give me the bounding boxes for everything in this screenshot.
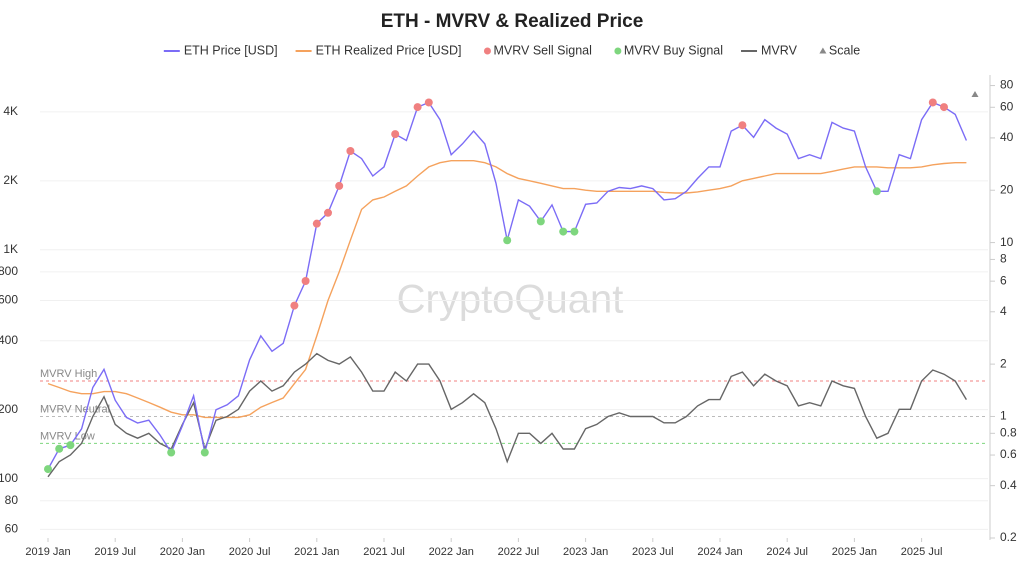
- reference-label: MVRV Low: [40, 430, 95, 442]
- signal-dot: [66, 441, 75, 450]
- signal-dot: [559, 227, 568, 236]
- y2-tick-label: 0.4: [1000, 478, 1017, 492]
- signal-dot: [55, 444, 64, 453]
- x-tick-label: 2023 Jan: [563, 546, 608, 558]
- x-tick-label: 2024 Jan: [697, 546, 742, 558]
- x-tick-label: 2020 Jan: [160, 546, 205, 558]
- legend-label: ETH Price [USD]: [184, 43, 278, 57]
- y-tick-label: 600: [0, 293, 18, 307]
- legend-label: Scale: [829, 43, 860, 57]
- reference-label: MVRV Neutral: [40, 403, 110, 415]
- y2-tick-label: 10: [1000, 235, 1014, 249]
- signal-dot: [167, 448, 176, 457]
- y2-tick-label: 0.8: [1000, 425, 1017, 439]
- signal-dot: [928, 98, 937, 107]
- legend-label: ETH Realized Price [USD]: [316, 43, 462, 57]
- y2-tick-label: 20: [1000, 182, 1014, 196]
- legend-symbol: [819, 47, 827, 54]
- y2-tick-label: 4: [1000, 304, 1007, 318]
- signal-dot: [44, 465, 52, 474]
- y-tick-label: 200: [0, 402, 18, 416]
- y-tick-label: 400: [0, 333, 18, 347]
- reference-label: MVRV High: [40, 368, 97, 380]
- y-tick-label: 2K: [3, 173, 18, 187]
- signal-dot: [940, 103, 948, 112]
- y2-tick-label: 8: [1000, 252, 1007, 266]
- legend-label: MVRV: [761, 43, 798, 57]
- signal-dot: [391, 130, 400, 139]
- scale-marker: [971, 91, 979, 97]
- y2-tick-label: 0.2: [1000, 530, 1017, 544]
- signal-dot: [200, 448, 209, 457]
- signal-dot: [290, 301, 299, 310]
- signal-dot: [503, 236, 512, 245]
- y-tick-label: 800: [0, 264, 18, 278]
- y2-tick-label: 80: [1000, 78, 1014, 92]
- signal-dot: [536, 217, 545, 226]
- y-tick-label: 80: [5, 493, 19, 507]
- signal-dot: [301, 276, 310, 285]
- series-line: [47, 160, 967, 419]
- legend-label: MVRV Buy Signal: [624, 43, 723, 57]
- x-tick-label: 2023 Jul: [632, 546, 674, 558]
- x-tick-label: 2019 Jan: [25, 546, 70, 558]
- y2-tick-label: 60: [1000, 99, 1014, 113]
- y2-tick-label: 0.6: [1000, 447, 1017, 461]
- y2-tick-label: 1: [1000, 409, 1007, 423]
- watermark: CryptoQuant: [397, 278, 624, 322]
- signal-dot: [738, 121, 747, 130]
- signal-dot: [413, 103, 422, 112]
- y-tick-label: 1K: [3, 242, 18, 256]
- x-tick-label: 2019 Jul: [94, 546, 136, 558]
- x-tick-label: 2022 Jul: [498, 546, 540, 558]
- signal-dot: [312, 219, 321, 228]
- x-tick-label: 2020 Jul: [229, 546, 271, 558]
- signal-dot: [424, 98, 433, 107]
- y-tick-label: 4K: [3, 104, 18, 118]
- y2-tick-label: 2: [1000, 356, 1007, 370]
- x-tick-label: 2021 Jan: [294, 546, 339, 558]
- x-tick-label: 2025 Jul: [901, 546, 943, 558]
- x-tick-label: 2024 Jul: [766, 546, 808, 558]
- legend-symbol: [483, 47, 491, 55]
- signal-dot: [335, 181, 344, 190]
- signal-dot: [872, 187, 881, 196]
- legend-label: MVRV Sell Signal: [493, 43, 591, 57]
- signal-dot: [324, 208, 332, 217]
- y-tick-label: 100: [0, 471, 18, 485]
- signal-dot: [346, 146, 355, 155]
- chart-title: ETH - MVRV & Realized Price: [381, 11, 644, 32]
- x-tick-label: 2021 Jul: [363, 546, 405, 558]
- y2-tick-label: 6: [1000, 273, 1007, 287]
- y2-tick-label: 40: [1000, 130, 1014, 144]
- signal-dot: [570, 227, 579, 236]
- legend-symbol: [614, 47, 622, 55]
- y-tick-label: 60: [5, 522, 19, 536]
- x-tick-label: 2025 Jan: [832, 546, 877, 558]
- x-tick-label: 2022 Jan: [429, 546, 474, 558]
